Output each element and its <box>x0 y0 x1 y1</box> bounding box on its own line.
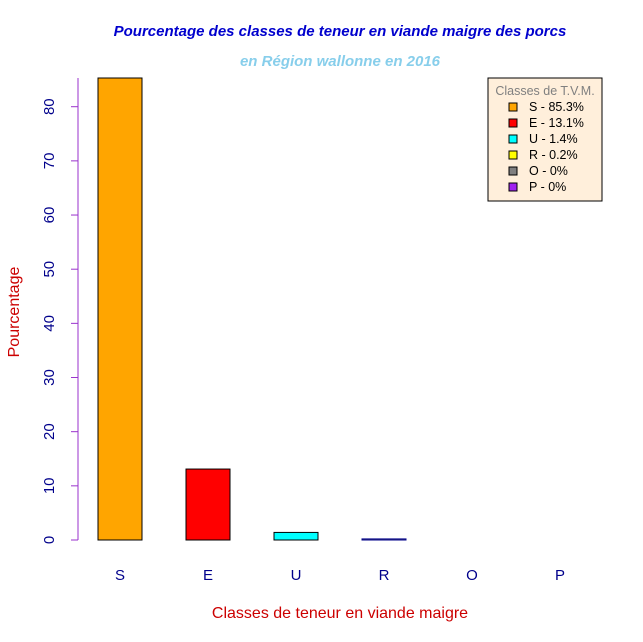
legend-entry: E - 13.1% <box>529 116 584 130</box>
y-tick-label: 20 <box>41 423 58 440</box>
legend-swatch <box>508 166 518 176</box>
legend-title: Classes de T.V.M. <box>495 84 594 98</box>
legend-entry: S - 85.3% <box>529 100 584 114</box>
legend-entry: O - 0% <box>529 164 568 178</box>
x-tick-label: R <box>379 567 390 584</box>
y-tick-label: 60 <box>41 207 58 224</box>
legend-swatch <box>508 118 518 128</box>
x-tick-label: U <box>291 567 302 584</box>
y-axis-ticks: 0 10 20 30 40 50 60 70 80 <box>41 98 78 544</box>
y-tick-label: 0 <box>41 536 58 544</box>
legend-items: S - 85.3% E - 13.1% U - 1.4% R - 0.2% O - 0%… <box>508 100 584 194</box>
y-tick-label: 40 <box>41 315 58 332</box>
y-tick-label: 80 <box>41 98 58 115</box>
y-tick-label: 10 <box>41 477 58 494</box>
y-tick-label: 50 <box>41 261 58 278</box>
bar-u <box>273 531 319 541</box>
x-axis-label: Classes de teneur en viande maigre <box>212 605 468 622</box>
legend-swatch <box>508 182 518 192</box>
y-tick-label: 70 <box>41 153 58 170</box>
x-tick-label: S <box>115 567 125 584</box>
legend: Classes de T.V.M. S - 85.3% E - 13.1% U - … <box>487 77 603 202</box>
legend-entry: P - 0% <box>529 180 566 194</box>
bar-s <box>97 77 143 541</box>
bars <box>97 77 407 541</box>
legend-box <box>487 77 603 202</box>
bar-r <box>361 538 407 541</box>
legend-entry: R - 0.2% <box>529 148 578 162</box>
x-tick-label: E <box>203 567 213 584</box>
bar-e <box>185 468 231 541</box>
chart-title: Pourcentage des classes de teneur en via… <box>114 23 567 40</box>
x-tick-label: O <box>466 567 478 584</box>
y-tick-label: 30 <box>41 369 58 386</box>
legend-entry: U - 1.4% <box>529 132 578 146</box>
legend-swatch <box>508 150 518 160</box>
x-tick-label: P <box>555 567 565 584</box>
y-axis-label: Pourcentage <box>6 267 23 358</box>
chart-subtitle: en Région wallonne en 2016 <box>240 53 441 70</box>
legend-swatch <box>508 102 518 112</box>
legend-swatch <box>508 134 518 144</box>
